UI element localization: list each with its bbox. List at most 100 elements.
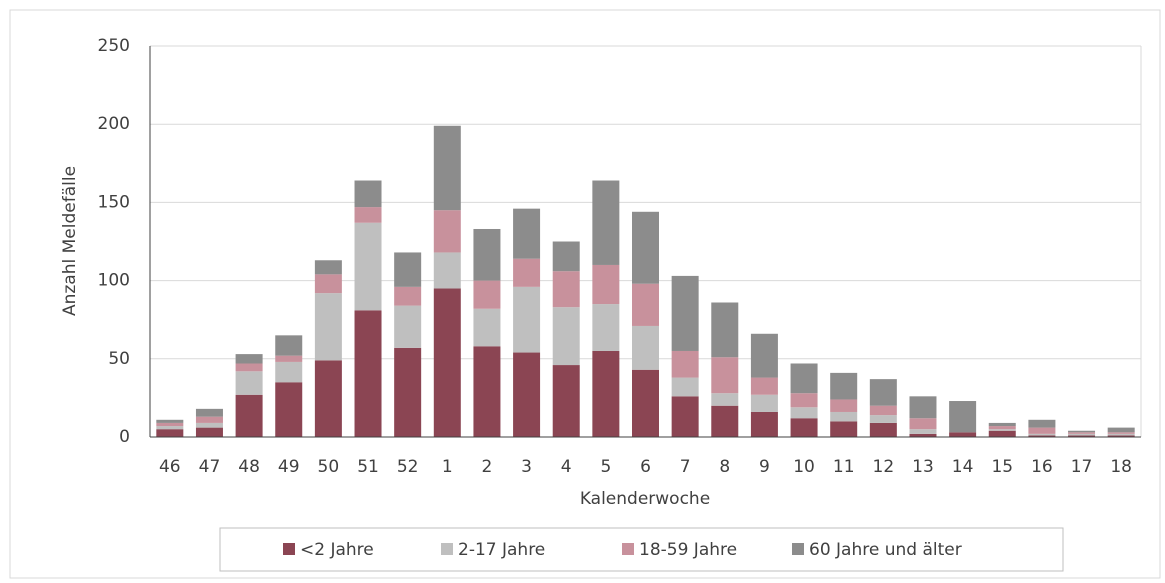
bar-segment [909, 396, 937, 419]
bar-segment [433, 210, 461, 253]
bar-segment [314, 274, 342, 294]
bar-segment [1068, 433, 1096, 436]
x-tick-label: 9 [759, 457, 770, 477]
y-tick-label: 0 [119, 427, 130, 447]
x-tick-label: 5 [600, 457, 611, 477]
x-tick-label: 13 [912, 457, 934, 477]
chart-border [9, 9, 1161, 579]
bar-segment [433, 125, 461, 211]
bar-segment [156, 429, 184, 437]
bar-segment [869, 405, 897, 416]
bar-segment [473, 228, 501, 281]
y-tick-label: 150 [98, 192, 130, 212]
bar-segment [1068, 432, 1096, 434]
bar-segment [513, 208, 541, 259]
x-tick-label: 7 [680, 457, 691, 477]
bar-segment [592, 350, 620, 437]
y-tick-label: 50 [108, 349, 130, 369]
bar-segment [275, 355, 303, 362]
bar-segment [314, 293, 342, 361]
bar-segment [790, 393, 818, 408]
x-tick-label: 51 [357, 457, 379, 477]
bar-segment [552, 271, 580, 308]
bar-segment [195, 408, 223, 417]
bar-segment [513, 286, 541, 353]
bar-segment [592, 304, 620, 351]
bar-segment [671, 350, 699, 378]
bar-segment [869, 415, 897, 423]
bar-segment [909, 418, 937, 430]
bar-segment [632, 211, 659, 284]
legend-swatch [441, 543, 453, 555]
bar-segment [988, 422, 1016, 427]
x-tick-label: 12 [873, 457, 895, 477]
y-axis-title: Anzahl Meldefälle [60, 166, 80, 316]
x-tick-label: 16 [1031, 457, 1053, 477]
x-tick-label: 2 [482, 457, 493, 477]
bar-segment [711, 405, 739, 437]
legend-label: 2-17 Jahre [458, 540, 545, 560]
bar-segment [632, 369, 659, 437]
bar-segment [592, 180, 620, 265]
bar-segment [1028, 435, 1056, 437]
bar-segment [750, 411, 778, 437]
bar-segment [1107, 432, 1135, 434]
bar-segment [433, 288, 461, 437]
bar-segment [314, 360, 342, 437]
x-tick-label: 50 [318, 457, 340, 477]
bar-segment [314, 260, 342, 275]
x-tick-label: 11 [833, 457, 855, 477]
bar-segment [354, 207, 382, 223]
bar-segment [830, 411, 858, 422]
legend-swatch [792, 543, 804, 555]
bar-segment [988, 426, 1016, 430]
x-tick-label: 18 [1110, 457, 1132, 477]
x-tick-label: 48 [238, 457, 260, 477]
bar-segment [750, 333, 778, 378]
bar-segment [790, 363, 818, 394]
bar-segment [711, 393, 739, 406]
bar-segment [235, 354, 263, 364]
bar-segment [790, 407, 818, 419]
bar-segment [671, 377, 699, 397]
bar-segment [1107, 433, 1135, 436]
bar-segment [869, 379, 897, 406]
bar-segment [1068, 430, 1096, 433]
bar-segment [988, 429, 1016, 431]
bar-segment [354, 222, 382, 311]
legend-box [219, 527, 1064, 572]
bar-segment [394, 286, 422, 306]
bar-segment [394, 347, 422, 437]
bar-segment [156, 426, 184, 430]
bar-segment [473, 346, 501, 437]
bar-segment [632, 325, 659, 370]
bar-segment [711, 302, 739, 358]
bar-segment [988, 430, 1016, 437]
bar-segment [1068, 435, 1096, 437]
bar-segment [671, 275, 699, 351]
x-tick-label: 49 [278, 457, 300, 477]
x-tick-label: 10 [793, 457, 815, 477]
bar-segment [195, 422, 223, 428]
bar-segment [433, 252, 461, 289]
bar-segment [1028, 433, 1056, 436]
legend-label: 18-59 Jahre [639, 540, 737, 560]
bar-segment [275, 335, 303, 356]
y-tick-label: 200 [98, 114, 130, 134]
bar-segment [750, 394, 778, 412]
bar-segment [354, 310, 382, 437]
x-tick-label: 6 [640, 457, 651, 477]
bar-segment [552, 365, 580, 437]
bar-segment [949, 432, 977, 437]
bar-segment [235, 371, 263, 395]
bar-segment [275, 361, 303, 383]
y-tick-label: 250 [98, 36, 130, 56]
bar-segment [909, 433, 937, 437]
bar-segment [671, 396, 699, 437]
bar-segment [275, 382, 303, 437]
bar-segment [869, 422, 897, 437]
bar-segment [513, 258, 541, 287]
legend-label: <2 Jahre [300, 540, 374, 560]
x-tick-label: 8 [719, 457, 730, 477]
bar-segment [156, 419, 184, 423]
